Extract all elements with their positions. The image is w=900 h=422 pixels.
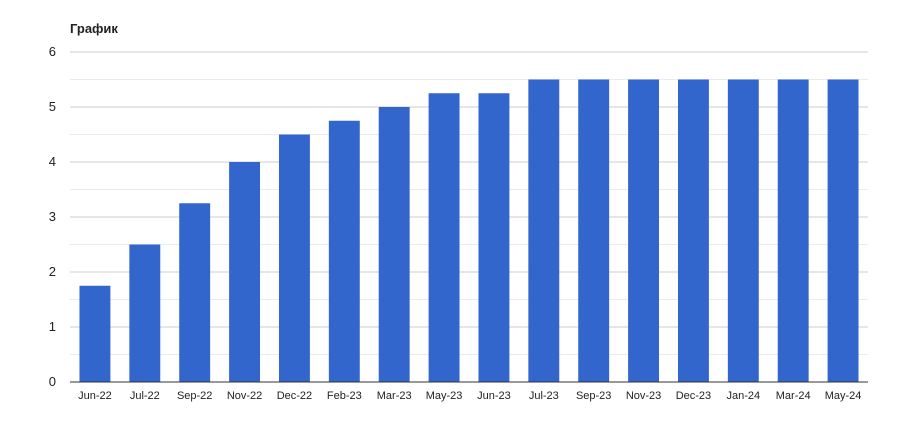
x-tick-labels: Jun-22 Jul-22 Sep-22 Nov-22 Dec-22 Feb-23 Mar-… bbox=[78, 390, 861, 402]
y-tick-label: 2 bbox=[49, 264, 56, 279]
bar-Jun-22 bbox=[79, 285, 111, 382]
bar-May-24 bbox=[827, 79, 859, 382]
bar-Sep-23 bbox=[578, 79, 610, 382]
bar-Jul-22 bbox=[129, 244, 161, 382]
bar-Dec-22 bbox=[278, 134, 310, 382]
bar-Jul-23 bbox=[528, 79, 560, 382]
x-tick-label: Sep-22 bbox=[177, 390, 212, 402]
y-tick-label: 6 bbox=[49, 44, 56, 59]
x-tick-label: Jun-23 bbox=[477, 390, 511, 402]
x-tick-label: Mar-23 bbox=[377, 390, 412, 402]
x-tick-label: Jun-22 bbox=[78, 390, 112, 402]
bar-Sep-22 bbox=[179, 203, 211, 382]
x-tick-label: Nov-23 bbox=[626, 390, 661, 402]
chart-title: График bbox=[70, 21, 118, 36]
y-tick-label: 3 bbox=[49, 209, 56, 224]
bar-Mar-24 bbox=[777, 79, 809, 382]
bar-May-23 bbox=[428, 93, 460, 382]
x-tick-label: Nov-22 bbox=[227, 390, 262, 402]
x-tick-label: Mar-24 bbox=[776, 390, 811, 402]
y-tick-label: 1 bbox=[49, 319, 56, 334]
bar-Feb-23 bbox=[328, 120, 360, 382]
bar-Nov-22 bbox=[229, 162, 261, 382]
y-tick-label: 0 bbox=[49, 374, 56, 389]
bar-Nov-23 bbox=[628, 79, 660, 382]
bars bbox=[79, 79, 859, 382]
y-tick-labels: 0 1 2 3 4 5 6 bbox=[49, 44, 56, 389]
bar-Mar-23 bbox=[378, 107, 410, 382]
x-tick-label: Jul-23 bbox=[529, 390, 559, 402]
x-tick-label: May-23 bbox=[426, 390, 463, 402]
x-tick-label: Sep-23 bbox=[576, 390, 611, 402]
bar-Jun-23 bbox=[478, 93, 510, 382]
bar-Dec-23 bbox=[677, 79, 709, 382]
y-tick-label: 4 bbox=[49, 154, 56, 169]
x-tick-label: Dec-23 bbox=[676, 390, 711, 402]
x-tick-label: Dec-22 bbox=[277, 390, 312, 402]
x-tick-label: Jul-22 bbox=[130, 390, 160, 402]
y-tick-label: 5 bbox=[49, 99, 56, 114]
bar-Jan-24 bbox=[727, 79, 759, 382]
x-tick-label: May-24 bbox=[825, 390, 862, 402]
x-tick-label: Feb-23 bbox=[327, 390, 362, 402]
x-tick-label: Jan-24 bbox=[726, 390, 760, 402]
